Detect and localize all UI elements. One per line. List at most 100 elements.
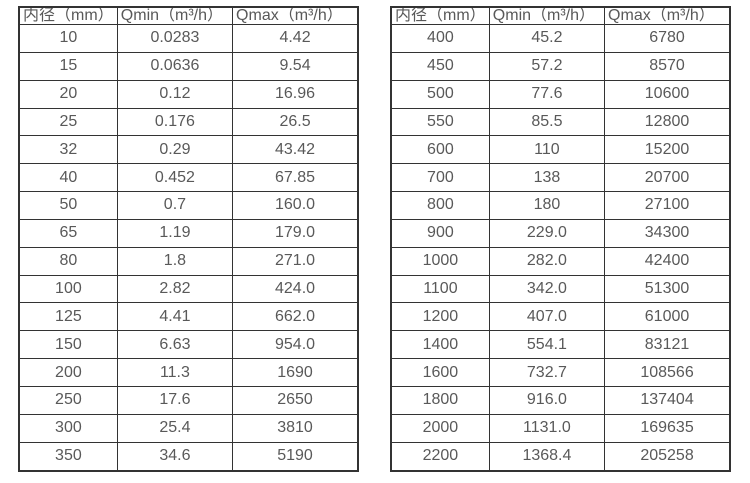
table-cell: 50 [18, 191, 118, 220]
table-cell: 0.176 [116, 107, 234, 137]
table-cell: 550 [390, 107, 490, 137]
table-cell: 2000 [390, 413, 490, 443]
table-cell: 229.0 [488, 218, 606, 248]
table-cell: 732.7 [488, 358, 606, 387]
table-cell: 450 [390, 51, 490, 81]
table-cell: 271.0 [232, 246, 359, 276]
table-cell: 205258 [604, 441, 731, 472]
table-cell: 26.5 [232, 107, 359, 137]
table-cell: 125 [18, 302, 118, 332]
table-cell: 1600 [390, 358, 490, 387]
table-row: 600 110 15200 [390, 135, 731, 165]
table-cell: 0.0283 [116, 24, 234, 53]
table-cell: 350 [18, 441, 118, 472]
table-cell: 2.82 [116, 274, 234, 304]
table-row: 2000 1131.0 169635 [390, 413, 731, 443]
table-row: 2200 1368.4 205258 [390, 441, 731, 472]
table-row: 10 0.0283 4.42 [18, 24, 359, 53]
table-row: 50 0.7 160.0 [18, 191, 359, 220]
table-cell: 4.41 [116, 302, 234, 332]
table-cell: 1200 [390, 302, 490, 332]
table-cell: 85.5 [488, 107, 606, 137]
table-cell: 150 [18, 330, 118, 360]
table-cell: 40 [18, 163, 118, 193]
table-row: 1800 916.0 137404 [390, 385, 731, 415]
table-row: 1100 342.0 51300 [390, 274, 731, 304]
table-cell: 67.85 [232, 163, 359, 193]
table-cell: 250 [18, 385, 118, 415]
table-cell: 342.0 [488, 274, 606, 304]
table-cell: 400 [390, 24, 490, 53]
table-row: 900 229.0 34300 [390, 218, 731, 248]
table-cell: 11.3 [116, 358, 234, 387]
table-cell: 100 [18, 274, 118, 304]
table-cell: 108566 [604, 358, 731, 387]
column-header: Qmax（m³/h） [604, 6, 731, 25]
table-cell: 110 [488, 135, 606, 165]
table-row: 125 4.41 662.0 [18, 302, 359, 332]
table-cell: 138 [488, 163, 606, 193]
table-cell: 554.1 [488, 330, 606, 360]
table-cell: 6780 [604, 24, 731, 53]
table-cell: 34300 [604, 218, 731, 248]
column-header: 内径（mm） [390, 6, 490, 25]
table-cell: 15200 [604, 135, 731, 165]
table-row: 65 1.19 179.0 [18, 218, 359, 248]
flow-spec-table-large-diameters: 内径（mm） Qmin（m³/h） Qmax（m³/h） 400 45.2 6780 450… [390, 6, 731, 472]
table-row: 1600 732.7 108566 [390, 358, 731, 387]
table-cell: 2650 [232, 385, 359, 415]
table-row: 550 85.5 12800 [390, 107, 731, 137]
table-cell: 0.12 [116, 79, 234, 109]
table-cell: 16.96 [232, 79, 359, 109]
header-row: 内径（mm） Qmin（m³/h） Qmax（m³/h） [18, 6, 359, 25]
table-row: 800 180 27100 [390, 191, 731, 220]
table-cell: 57.2 [488, 51, 606, 81]
table-cell: 42400 [604, 246, 731, 276]
table-cell: 10 [18, 24, 118, 53]
table-cell: 1368.4 [488, 441, 606, 472]
table-cell: 15 [18, 51, 118, 81]
table-row: 150 6.63 954.0 [18, 330, 359, 360]
table-cell: 0.452 [116, 163, 234, 193]
table-row: 40 0.452 67.85 [18, 163, 359, 193]
table-cell: 65 [18, 218, 118, 248]
table-cell: 180 [488, 191, 606, 220]
table-cell: 32 [18, 135, 118, 165]
flow-spec-table-small-diameters: 内径（mm） Qmin（m³/h） Qmax（m³/h） 10 0.0283 4.42 15… [18, 6, 359, 472]
table-cell: 45.2 [488, 24, 606, 53]
table-cell: 0.29 [116, 135, 234, 165]
table-cell: 51300 [604, 274, 731, 304]
table-cell: 662.0 [232, 302, 359, 332]
table-cell: 17.6 [116, 385, 234, 415]
table-row: 15 0.0636 9.54 [18, 51, 359, 81]
table-row: 500 77.6 10600 [390, 79, 731, 109]
table-cell: 1.8 [116, 246, 234, 276]
table-cell: 954.0 [232, 330, 359, 360]
table-cell: 1690 [232, 358, 359, 387]
table-row: 700 138 20700 [390, 163, 731, 193]
table-cell: 20 [18, 79, 118, 109]
table-cell: 2200 [390, 441, 490, 472]
table-cell: 10600 [604, 79, 731, 109]
table-cell: 700 [390, 163, 490, 193]
table-row: 400 45.2 6780 [390, 24, 731, 53]
table-row: 1200 407.0 61000 [390, 302, 731, 332]
table-cell: 25.4 [116, 413, 234, 443]
table-row: 1000 282.0 42400 [390, 246, 731, 276]
table-row: 250 17.6 2650 [18, 385, 359, 415]
table-cell: 600 [390, 135, 490, 165]
table-cell: 8570 [604, 51, 731, 81]
table-cell: 916.0 [488, 385, 606, 415]
table-cell: 20700 [604, 163, 731, 193]
table-cell: 5190 [232, 441, 359, 472]
table-cell: 0.7 [116, 191, 234, 220]
column-header: Qmin（m³/h） [488, 6, 606, 25]
table-row: 32 0.29 43.42 [18, 135, 359, 165]
table-row: 300 25.4 3810 [18, 413, 359, 443]
table-cell: 80 [18, 246, 118, 276]
table-cell: 900 [390, 218, 490, 248]
table-row: 200 11.3 1690 [18, 358, 359, 387]
table-cell: 27100 [604, 191, 731, 220]
table-cell: 200 [18, 358, 118, 387]
